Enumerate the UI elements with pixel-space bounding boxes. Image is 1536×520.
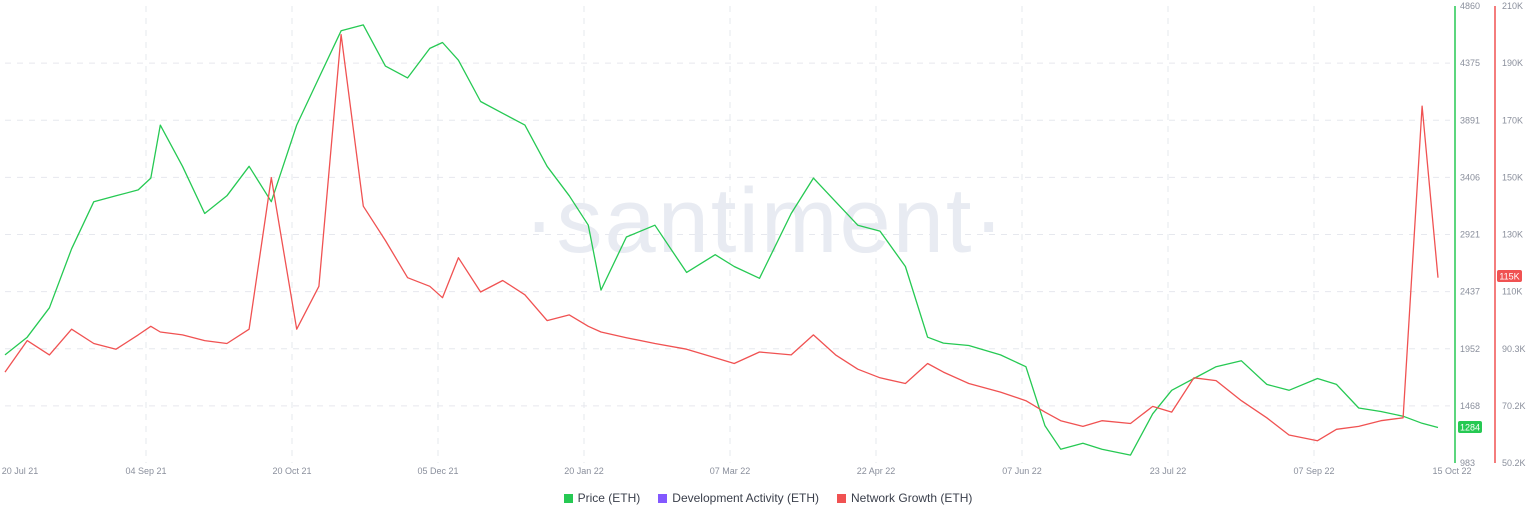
y-right-tick-label: 110K — [1502, 287, 1522, 297]
legend-label-network-growth: Network Growth (ETH) — [851, 491, 973, 505]
y-left-tick-label: 2921 — [1460, 230, 1480, 240]
y-right-tick-label: 150K — [1502, 172, 1523, 182]
y-right-tick-label: 90.3K — [1502, 344, 1526, 354]
legend-swatch-dev-activity — [658, 493, 668, 503]
legend: Price (ETH) Development Activity (ETH) N… — [0, 491, 1536, 505]
x-tick-label: 22 Apr 22 — [857, 466, 896, 476]
y-right-tick-label: 130K — [1502, 230, 1523, 240]
legend-swatch-network-growth — [837, 493, 847, 503]
y-left-tick-label: 983 — [1460, 458, 1475, 468]
y-left-tick-label: 3406 — [1460, 172, 1480, 182]
y-left-tick-label: 3891 — [1460, 115, 1480, 125]
x-tick-label: 23 Jul 22 — [1150, 466, 1187, 476]
value-badges: 1284 115K — [1458, 270, 1522, 433]
x-tick-label: 07 Jun 22 — [1002, 466, 1042, 476]
x-tick-label: 15 Oct 22 — [1432, 466, 1471, 476]
legend-item-price[interactable]: Price (ETH) — [563, 491, 641, 505]
y-right-tick-label: 50.2K — [1502, 458, 1526, 468]
x-tick-label: 20 Jan 22 — [564, 466, 604, 476]
legend-item-network-growth[interactable]: Network Growth (ETH) — [837, 491, 972, 505]
x-tick-label: 07 Sep 22 — [1293, 466, 1334, 476]
grid — [5, 6, 1450, 463]
network-last-badge — [1497, 270, 1522, 282]
line-chart: ·santiment· 4860 4375 3891 3406 2921 2437 1952… — [2, 1, 1526, 476]
y-left-tick-label: 1952 — [1460, 344, 1480, 354]
x-tick-label: 04 Sep 21 — [125, 466, 166, 476]
price-last-badge — [1458, 421, 1482, 433]
legend-item-dev-activity[interactable]: Development Activity (ETH) — [658, 491, 819, 505]
legend-label-dev-activity: Development Activity (ETH) — [672, 491, 820, 505]
legend-swatch-price — [563, 493, 573, 503]
x-tick-label: 07 Mar 22 — [710, 466, 751, 476]
series-layer — [4, 24, 1439, 456]
y-right-tick-label: 70.2K — [1502, 401, 1526, 411]
watermark: ·santiment· — [524, 170, 1006, 272]
y-left-tick-label: 1468 — [1460, 401, 1480, 411]
legend-label-price: Price (ETH) — [577, 491, 641, 505]
y-left-tick-label: 2437 — [1460, 287, 1480, 297]
y-right-tick-label: 210K — [1502, 1, 1523, 11]
y-right-tick-label: 170K — [1502, 115, 1523, 125]
network-last-value: 115K — [1499, 272, 1519, 282]
x-tick-label: 05 Dec 21 — [417, 466, 458, 476]
x-tick-label: 20 Jul 21 — [2, 466, 39, 476]
series-line-network-growth-eth[interactable] — [4, 33, 1439, 442]
price-last-value: 1284 — [1460, 423, 1480, 433]
y-left-tick-label: 4375 — [1460, 58, 1480, 68]
x-tick-label: 20 Oct 21 — [272, 466, 311, 476]
series-line-price-eth[interactable] — [4, 24, 1439, 456]
y-right-tick-label: 190K — [1502, 58, 1523, 68]
y-left-tick-label: 4860 — [1460, 1, 1480, 11]
axes: 4860 4375 3891 3406 2921 2437 1952 1468 983 210K 1… — [2, 1, 1526, 476]
